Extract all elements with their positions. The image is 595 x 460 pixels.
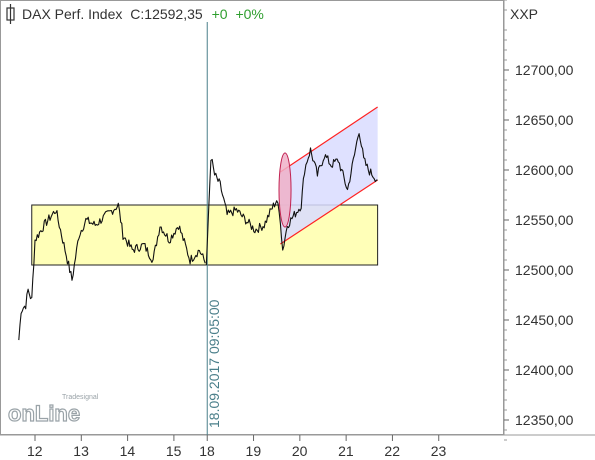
highlight-ellipse	[278, 152, 292, 228]
y-axis-ticks: 12350,00 12400,00 12450,00 12500,00 12550,00…	[504, 0, 574, 441]
x-tick-label: 15	[166, 443, 182, 459]
x-axis-ticks: 12 13 14 15 18 19 20 21 22 23	[27, 435, 447, 459]
price-series	[18, 133, 378, 341]
svg-text:DAX Perf. Index C:12592,: DAX Perf. Index C:12592,35 +0 +0%	[22, 6, 264, 22]
x-tick-label: 21	[338, 443, 354, 459]
vertical-marker-label: 18.09.2017 09:05:00	[206, 299, 222, 428]
price-line-0	[18, 133, 378, 341]
x-tick-label: 13	[73, 443, 89, 459]
x-tick-label: 18	[199, 443, 215, 459]
overlays	[31, 22, 379, 435]
y-tick-label: 12400,00	[515, 362, 574, 378]
logo-product: onLine	[8, 401, 80, 426]
change-absolute: +0	[212, 6, 228, 22]
x-tick-label: 23	[431, 443, 447, 459]
y-tick-label: 12450,00	[515, 312, 574, 328]
x-tick-label: 12	[27, 443, 43, 459]
logo-brand: Tradesignal	[62, 394, 99, 401]
symbol-label: XXP	[510, 6, 538, 22]
channel-fill	[280, 107, 378, 244]
x-tick-label: 22	[384, 443, 400, 459]
channel-lower-line	[280, 179, 378, 245]
tradesignal-logo: Tradesignal onLine	[7, 394, 99, 427]
y-tick-label: 12700,00	[515, 62, 574, 78]
chart-header: DAX Perf. Index C:12592,35 +0 +0% XXP	[6, 4, 538, 24]
y-tick-label: 12350,00	[515, 412, 574, 428]
change-percent: +0%	[235, 6, 263, 22]
x-tick-label: 14	[120, 443, 136, 459]
close-value: C:12592,35	[130, 6, 203, 22]
channel-upper-line	[280, 106, 378, 173]
x-tick-label: 19	[246, 443, 262, 459]
y-tick-label: 12600,00	[515, 162, 574, 178]
y-tick-label: 12650,00	[515, 112, 574, 128]
y-tick-label: 12500,00	[515, 262, 574, 278]
x-tick-label: 20	[292, 443, 308, 459]
instrument-name: DAX Perf. Index	[22, 6, 122, 22]
y-tick-label: 12550,00	[515, 212, 574, 228]
